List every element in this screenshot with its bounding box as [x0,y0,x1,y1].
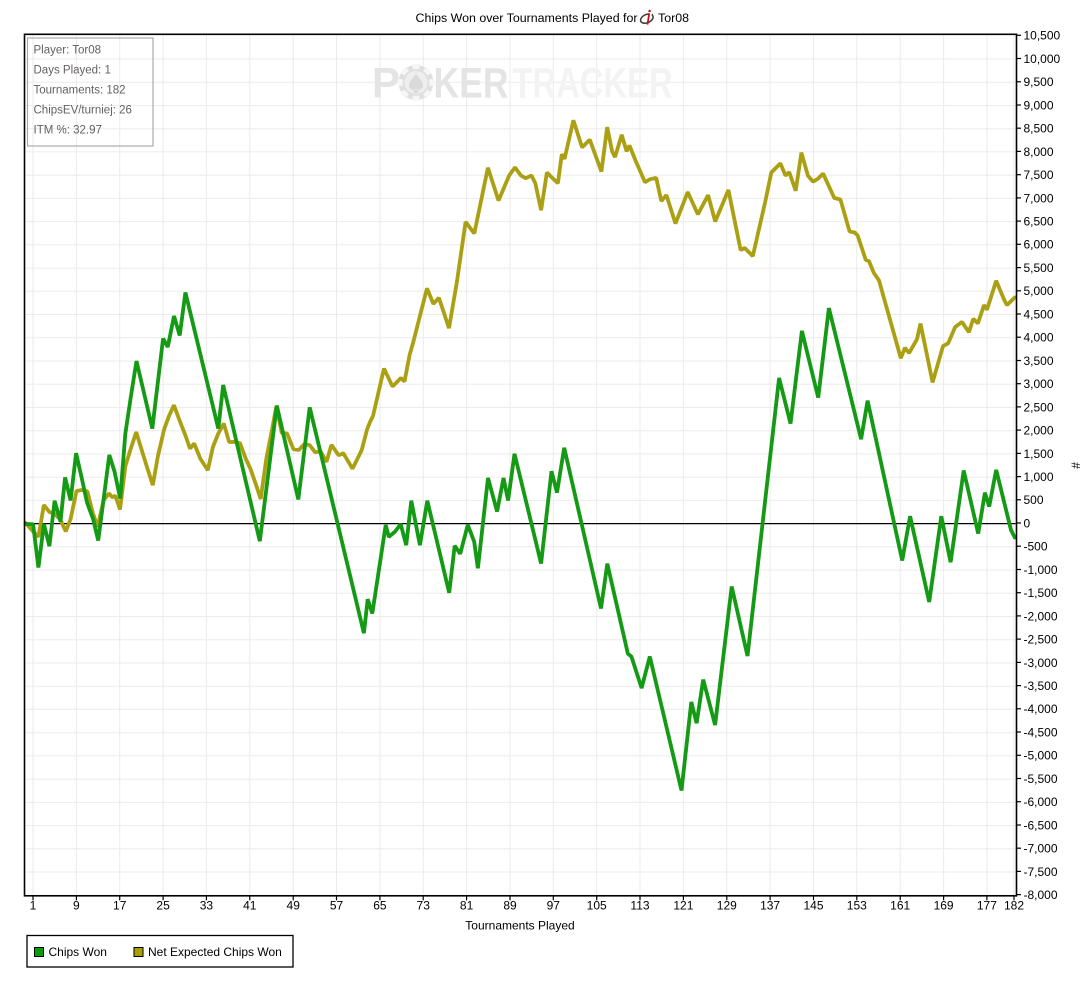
svg-text:177: 177 [977,899,997,913]
svg-text:5,500: 5,500 [1024,261,1054,275]
svg-text:-5,500: -5,500 [1024,772,1058,786]
svg-text:3,000: 3,000 [1024,377,1054,391]
svg-text:0: 0 [1024,516,1031,530]
svg-text:182: 182 [1004,899,1024,913]
svg-text:-8,000: -8,000 [1024,888,1058,902]
svg-text:10,000: 10,000 [1024,52,1061,66]
svg-text:2,000: 2,000 [1024,424,1054,438]
svg-text:-6,500: -6,500 [1024,818,1058,832]
svg-text:145: 145 [803,899,823,913]
svg-text:65: 65 [373,899,387,913]
svg-text:89: 89 [503,899,517,913]
svg-text:153: 153 [847,899,867,913]
svg-text:-2,500: -2,500 [1024,633,1058,647]
svg-text:33: 33 [200,899,214,913]
svg-text:-3,000: -3,000 [1024,656,1058,670]
svg-text:-3,500: -3,500 [1024,679,1058,693]
svg-text:9: 9 [73,899,80,913]
svg-text:105: 105 [587,899,607,913]
svg-text:9,000: 9,000 [1024,98,1054,112]
svg-text:#: # [1069,462,1083,469]
svg-text:9,500: 9,500 [1024,75,1054,89]
svg-text:Tournaments Played: Tournaments Played [465,919,574,933]
svg-text:Days Played: 1: Days Played: 1 [34,65,111,77]
svg-text:ChipsEV/turniej: 26: ChipsEV/turniej: 26 [34,105,132,117]
svg-text:41: 41 [243,899,257,913]
svg-text:-6,000: -6,000 [1024,795,1058,809]
svg-text:KER: KER [434,60,509,108]
svg-text:4,500: 4,500 [1024,307,1054,321]
svg-text:121: 121 [673,899,693,913]
svg-text:1,000: 1,000 [1024,470,1054,484]
svg-text:TRACKER: TRACKER [513,60,673,108]
svg-text:-4,500: -4,500 [1024,725,1058,739]
svg-text:97: 97 [547,899,561,913]
svg-text:Player: Tor08: Player: Tor08 [34,45,102,57]
svg-text:-4,000: -4,000 [1024,702,1058,716]
svg-text:6,000: 6,000 [1024,238,1054,252]
svg-text:137: 137 [760,899,780,913]
svg-text:73: 73 [417,899,431,913]
svg-text:49: 49 [287,899,301,913]
svg-text:-500: -500 [1024,540,1048,554]
svg-text:57: 57 [330,899,344,913]
svg-text:6,500: 6,500 [1024,215,1054,229]
svg-text:Chips Won: Chips Won [49,945,107,959]
svg-text:P: P [372,60,400,108]
svg-text:Tournaments: 182: Tournaments: 182 [34,85,126,97]
svg-text:17: 17 [113,899,127,913]
svg-text:5,000: 5,000 [1024,284,1054,298]
svg-text:-5,000: -5,000 [1024,749,1058,763]
svg-text:169: 169 [934,899,954,913]
svg-text:1: 1 [30,899,37,913]
svg-text:Net Expected Chips Won: Net Expected Chips Won [148,945,282,959]
svg-text:500: 500 [1024,493,1044,507]
svg-text:ITM %: 32.97: ITM %: 32.97 [34,125,102,137]
svg-text:Chips Won over Tournaments Pla: Chips Won over Tournaments Played for [416,11,638,25]
svg-text:25: 25 [156,899,170,913]
svg-text:-1,500: -1,500 [1024,586,1058,600]
svg-text:-2,000: -2,000 [1024,609,1058,623]
svg-text:8,500: 8,500 [1024,122,1054,136]
svg-text:Tor08: Tor08 [658,11,689,25]
svg-text:7,000: 7,000 [1024,191,1054,205]
svg-text:-7,500: -7,500 [1024,865,1058,879]
svg-text:129: 129 [717,899,737,913]
svg-text:161: 161 [890,899,910,913]
svg-text:10,500: 10,500 [1024,29,1061,43]
svg-text:4,000: 4,000 [1024,331,1054,345]
svg-text:2,500: 2,500 [1024,400,1054,414]
svg-text:8,000: 8,000 [1024,145,1054,159]
svg-text:3,500: 3,500 [1024,354,1054,368]
svg-text:-7,000: -7,000 [1024,842,1058,856]
svg-text:113: 113 [630,899,649,913]
svg-text:-1,000: -1,000 [1024,563,1058,577]
svg-text:7,500: 7,500 [1024,168,1054,182]
svg-text:81: 81 [460,899,474,913]
svg-text:1,500: 1,500 [1024,447,1054,461]
